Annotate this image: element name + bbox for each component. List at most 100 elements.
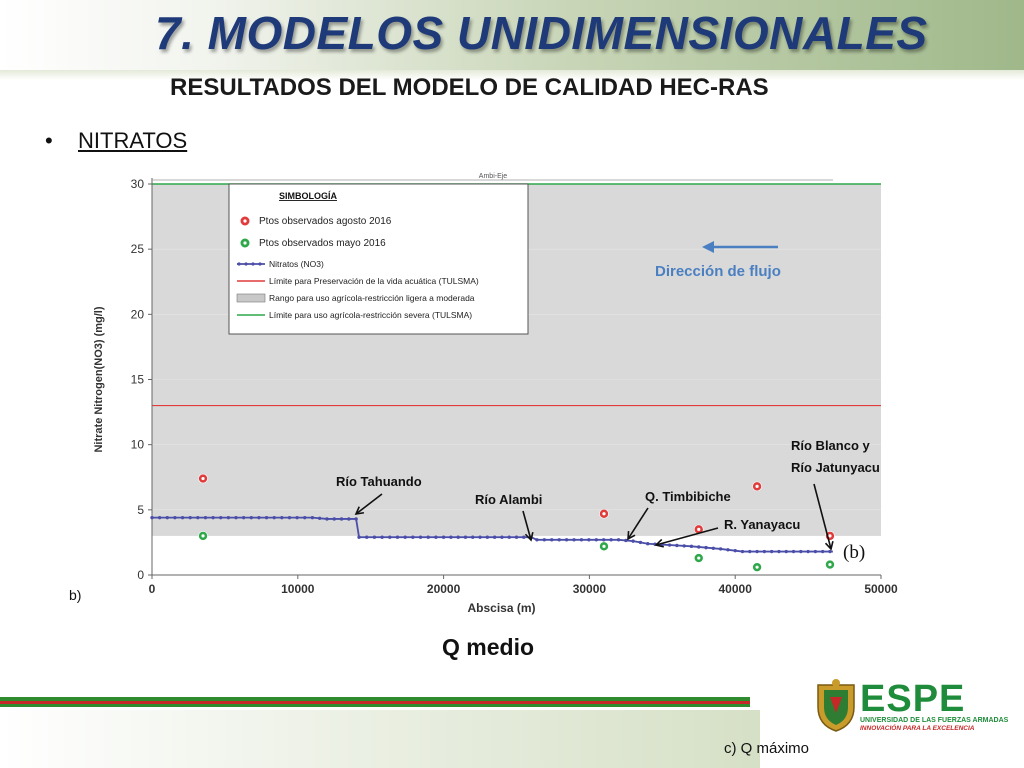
observed-aug-point-center (201, 476, 205, 481)
y-tick-label: 15 (131, 373, 145, 387)
arrow-rio-blanco-head (824, 541, 834, 551)
nitratos-marker (203, 515, 208, 520)
nitratos-marker (196, 515, 200, 520)
legend-swatch-nitratos-dot (251, 262, 255, 266)
observed-aug-point-center (755, 484, 759, 488)
nitratos-marker (638, 540, 643, 545)
nitratos-marker (733, 548, 737, 553)
nitratos-marker (317, 516, 322, 521)
legend-entry: Rango para uso agrícola-restricción lige… (269, 293, 475, 303)
y-tick-label: 10 (131, 438, 145, 452)
footer-line-green (0, 697, 750, 701)
nitratos-marker (257, 515, 261, 520)
nitratos-marker (828, 549, 832, 554)
legend-swatch-nitratos-dot (244, 262, 248, 266)
legend-box (228, 183, 529, 335)
nitratos-marker (388, 535, 392, 539)
legend-entry: Ptos observados agosto 2016 (259, 216, 392, 227)
nitratos-marker (492, 535, 497, 539)
nitratos-marker (325, 517, 329, 521)
nitrate-chart: Ambi-Eje 0 5 10 15 20 25 30 0 10000 20000 30000 4000… (93, 173, 898, 615)
legend-entry: Límite para Preservación de la vida acuá… (269, 276, 479, 286)
arrow-rio-tahuando (355, 493, 383, 515)
legend-swatch-may-center (243, 241, 247, 245)
legend-swatch-nitratos-dot (258, 262, 262, 266)
nitratos-marker (689, 544, 694, 549)
nitratos-marker (587, 538, 591, 542)
nitratos-marker (682, 544, 686, 548)
nitratos-marker (507, 535, 511, 539)
top-axis-label: Ambi-Eje (479, 173, 508, 180)
label-q-timbibiche: Q. Timbibiche (645, 489, 731, 504)
label-rio-tahuando: Río Tahuando (336, 474, 422, 489)
header-fade (0, 70, 1024, 80)
x-tick-label: 10000 (281, 582, 315, 596)
nitratos-marker (740, 549, 745, 554)
nitratos-marker (449, 535, 453, 539)
nitratos-marker (791, 549, 796, 554)
label-rio-blanco: Río Blanco y (791, 438, 871, 453)
nitratos-marker (339, 517, 344, 521)
nitratos-marker (485, 535, 490, 539)
observed-may-point-center (201, 534, 205, 538)
nitratos-marker (180, 515, 185, 520)
x-tick-label: 50000 (864, 582, 898, 596)
nitratos-marker (675, 543, 679, 548)
nitratos-marker (226, 515, 231, 520)
nitratos-marker (456, 535, 460, 539)
nitratos-marker (211, 515, 215, 520)
nitratos-marker (418, 535, 423, 539)
slide-subtitle: RESULTADOS DEL MODELO DE CALIDAD HEC-RAS (170, 74, 769, 101)
x-tick-label: 0 (149, 582, 156, 596)
legend-swatch-gray (236, 293, 266, 303)
header-band (0, 0, 1024, 70)
legend-swatch-aug-center (243, 219, 247, 223)
nitratos-marker (646, 542, 650, 546)
nitratos-marker (572, 538, 576, 542)
nitratos-marker (557, 538, 561, 542)
slide-title: 7. MODELOS UNIDIMENSIONALES (155, 7, 928, 59)
observed-may-point-center (602, 544, 606, 548)
nitratos-marker (303, 515, 307, 520)
nitratos-marker (478, 535, 482, 539)
x-axis-title: Abscisa (m) (467, 601, 535, 615)
y-axis-title: Nitrate Nitrogen(NO3) (mg/l) (93, 306, 105, 452)
caption-q-maximo: c) Q máximo (724, 740, 810, 757)
logo-espe: ESPE (860, 678, 966, 720)
y-tick-label: 30 (131, 177, 145, 191)
arrow-rio-alambi (522, 510, 532, 541)
nitratos-marker (264, 515, 269, 520)
nitratos-marker (542, 538, 547, 542)
nitratos-marker (188, 515, 192, 520)
nitratos-marker (380, 535, 384, 539)
bullet-nitratos: NITRATOS (78, 128, 188, 153)
nitratos-marker (631, 539, 635, 543)
label-r-yanayacu: R. Yanayacu (724, 517, 800, 532)
nitratos-marker (697, 545, 701, 549)
nitratos-marker (550, 538, 554, 542)
nitratos-marker (354, 517, 358, 521)
nitratos-marker (704, 545, 708, 550)
arrow-rio-alambi-head (524, 532, 534, 542)
nitratos-marker (234, 515, 238, 520)
nitratos-marker (748, 549, 752, 554)
panel-label-b-inset: (b) (843, 542, 865, 563)
nitratos-marker (602, 538, 606, 542)
nitratos-marker (332, 517, 336, 521)
nitratos-marker (165, 515, 169, 520)
label-rio-jatunyacu: Río Jatunyacu (791, 460, 880, 475)
nitratos-marker (594, 538, 598, 542)
nitratos-marker (762, 549, 767, 554)
nitratos-marker (471, 535, 475, 539)
arrow-r-yanayacu (655, 527, 719, 546)
nitratos-marker (372, 535, 377, 539)
nitratos-marker (241, 515, 246, 520)
legend-entry: Ptos observados mayo 2016 (259, 238, 386, 249)
espe-shield-icon (817, 679, 855, 732)
nitratos-marker (522, 535, 526, 539)
legend-entry: Límite para uso agrícola-restricción sev… (269, 310, 472, 320)
nitratos-marker (579, 538, 584, 542)
nitratos-marker (272, 515, 276, 520)
observed-aug-point-center (602, 512, 606, 516)
nitratos-marker (711, 546, 716, 550)
